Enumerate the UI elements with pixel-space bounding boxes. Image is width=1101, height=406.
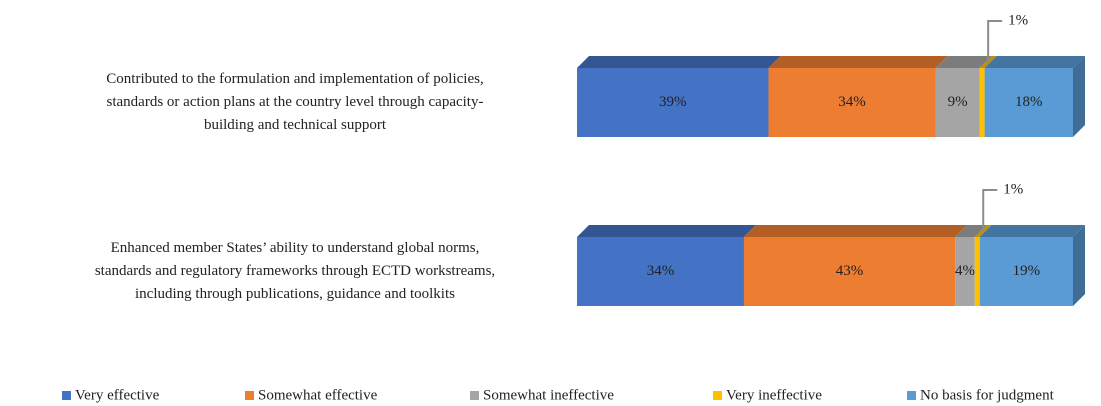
legend-swatch <box>713 391 722 400</box>
legend-label: Very ineffective <box>726 387 822 403</box>
bar <box>768 68 936 137</box>
bar-top <box>935 56 992 68</box>
bar-top <box>979 225 1085 237</box>
bar <box>979 237 1073 306</box>
legend-swatch <box>907 391 916 400</box>
legend-label: Somewhat effective <box>258 387 378 403</box>
bar <box>979 68 985 137</box>
data-label: 19% <box>1013 263 1041 279</box>
data-label: 9% <box>948 94 968 110</box>
bar <box>974 237 980 306</box>
category-label: including through publications, guidance… <box>135 286 455 302</box>
category-label: Enhanced member States’ ability to under… <box>111 240 480 256</box>
bar <box>935 68 980 137</box>
bar-top <box>577 225 756 237</box>
data-label: 1% <box>1008 12 1028 28</box>
bar-top <box>984 56 1085 68</box>
bar <box>743 237 956 306</box>
bar <box>984 68 1073 137</box>
category-label: standards or action plans at the country… <box>107 94 484 110</box>
category-label: Contributed to the formulation and imple… <box>106 71 483 87</box>
data-label: 34% <box>647 263 675 279</box>
legend-swatch <box>470 391 479 400</box>
data-label: 1% <box>1003 181 1023 197</box>
bar-top <box>577 56 781 68</box>
leader-line <box>982 189 998 231</box>
legend-swatch <box>245 391 254 400</box>
legend-swatch <box>62 391 71 400</box>
category-label: standards and regulatory frameworks thro… <box>95 263 495 279</box>
legend-label: No basis for judgment <box>920 387 1055 403</box>
data-label: 43% <box>836 263 864 279</box>
legend-label: Very effective <box>75 387 160 403</box>
data-label: 18% <box>1015 94 1043 110</box>
data-label: 34% <box>838 94 866 110</box>
leader-line <box>987 20 1003 62</box>
bar <box>577 237 744 306</box>
bar <box>955 237 975 306</box>
data-label: 39% <box>659 94 687 110</box>
bar-top <box>955 225 987 237</box>
bar-side <box>1073 56 1085 137</box>
bar-top <box>743 225 968 237</box>
bar-side <box>1073 225 1085 306</box>
category-label: building and technical support <box>204 117 387 133</box>
bar <box>577 68 769 137</box>
data-label: 4% <box>955 263 975 279</box>
legend-label: Somewhat ineffective <box>483 387 614 403</box>
bar-top <box>768 56 948 68</box>
